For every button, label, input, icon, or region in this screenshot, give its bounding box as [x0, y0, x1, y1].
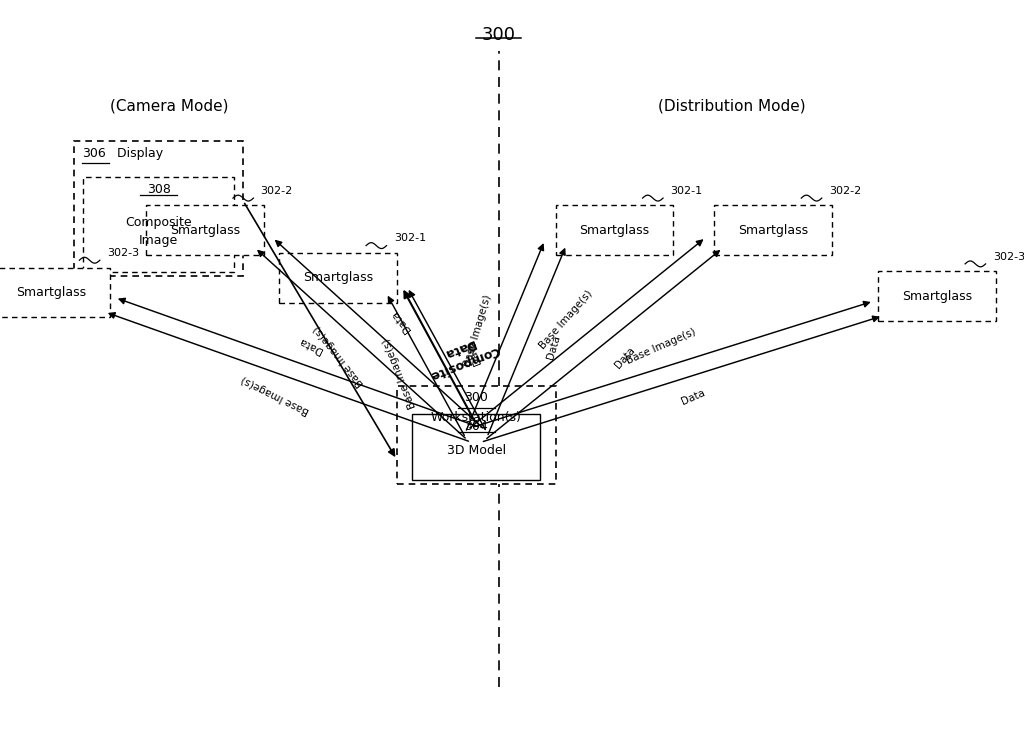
Text: 304: 304: [464, 420, 488, 433]
Bar: [412, 414, 541, 480]
Text: 308: 308: [146, 183, 171, 196]
Text: 302-2: 302-2: [829, 186, 861, 196]
Text: Base Image(s): Base Image(s): [312, 324, 366, 389]
Bar: [74, 141, 244, 276]
Text: Base Image(s): Base Image(s): [240, 374, 311, 416]
Text: (Distribution Mode): (Distribution Mode): [658, 99, 806, 113]
Text: Data: Data: [680, 388, 707, 407]
Text: Data: Data: [297, 335, 324, 355]
Text: 306: 306: [82, 147, 106, 159]
Text: Composite
Image: Composite Image: [125, 216, 193, 247]
Bar: [146, 205, 264, 255]
Bar: [83, 177, 233, 272]
Text: Smartglass: Smartglass: [303, 271, 373, 284]
Text: Base Image(s): Base Image(s): [463, 294, 494, 368]
Text: Smartglass: Smartglass: [580, 224, 649, 237]
Text: Smartglass: Smartglass: [738, 224, 808, 237]
Text: Smartglass: Smartglass: [16, 286, 86, 299]
Bar: [0, 268, 111, 317]
Text: 300: 300: [481, 26, 516, 44]
Text: 302-2: 302-2: [260, 186, 293, 196]
Bar: [715, 205, 831, 255]
Text: Base Image(s): Base Image(s): [382, 336, 418, 409]
Text: (Camera Mode): (Camera Mode): [110, 99, 228, 113]
Text: Data: Data: [389, 308, 413, 334]
Bar: [879, 271, 995, 321]
Text: Smartglass: Smartglass: [170, 224, 240, 237]
Bar: [279, 253, 397, 303]
Text: Display: Display: [113, 147, 163, 159]
Text: 302-3: 302-3: [993, 251, 1024, 262]
Text: Data: Data: [612, 345, 637, 370]
Text: Smartglass: Smartglass: [902, 289, 972, 303]
Text: 300: 300: [464, 392, 488, 404]
Text: Workstation(s): Workstation(s): [431, 411, 521, 424]
Text: Base Image(s): Base Image(s): [538, 289, 594, 352]
Text: 3D Model: 3D Model: [446, 444, 506, 457]
Text: Composite
Data: Composite Data: [422, 329, 501, 382]
Text: Data: Data: [464, 339, 482, 366]
Text: Base Image(s): Base Image(s): [625, 326, 697, 366]
Text: 302-3: 302-3: [108, 248, 139, 258]
Bar: [397, 386, 555, 484]
Text: Data: Data: [546, 333, 562, 360]
Bar: [555, 205, 674, 255]
Text: 302-1: 302-1: [393, 233, 426, 243]
Text: 302-1: 302-1: [670, 186, 702, 196]
